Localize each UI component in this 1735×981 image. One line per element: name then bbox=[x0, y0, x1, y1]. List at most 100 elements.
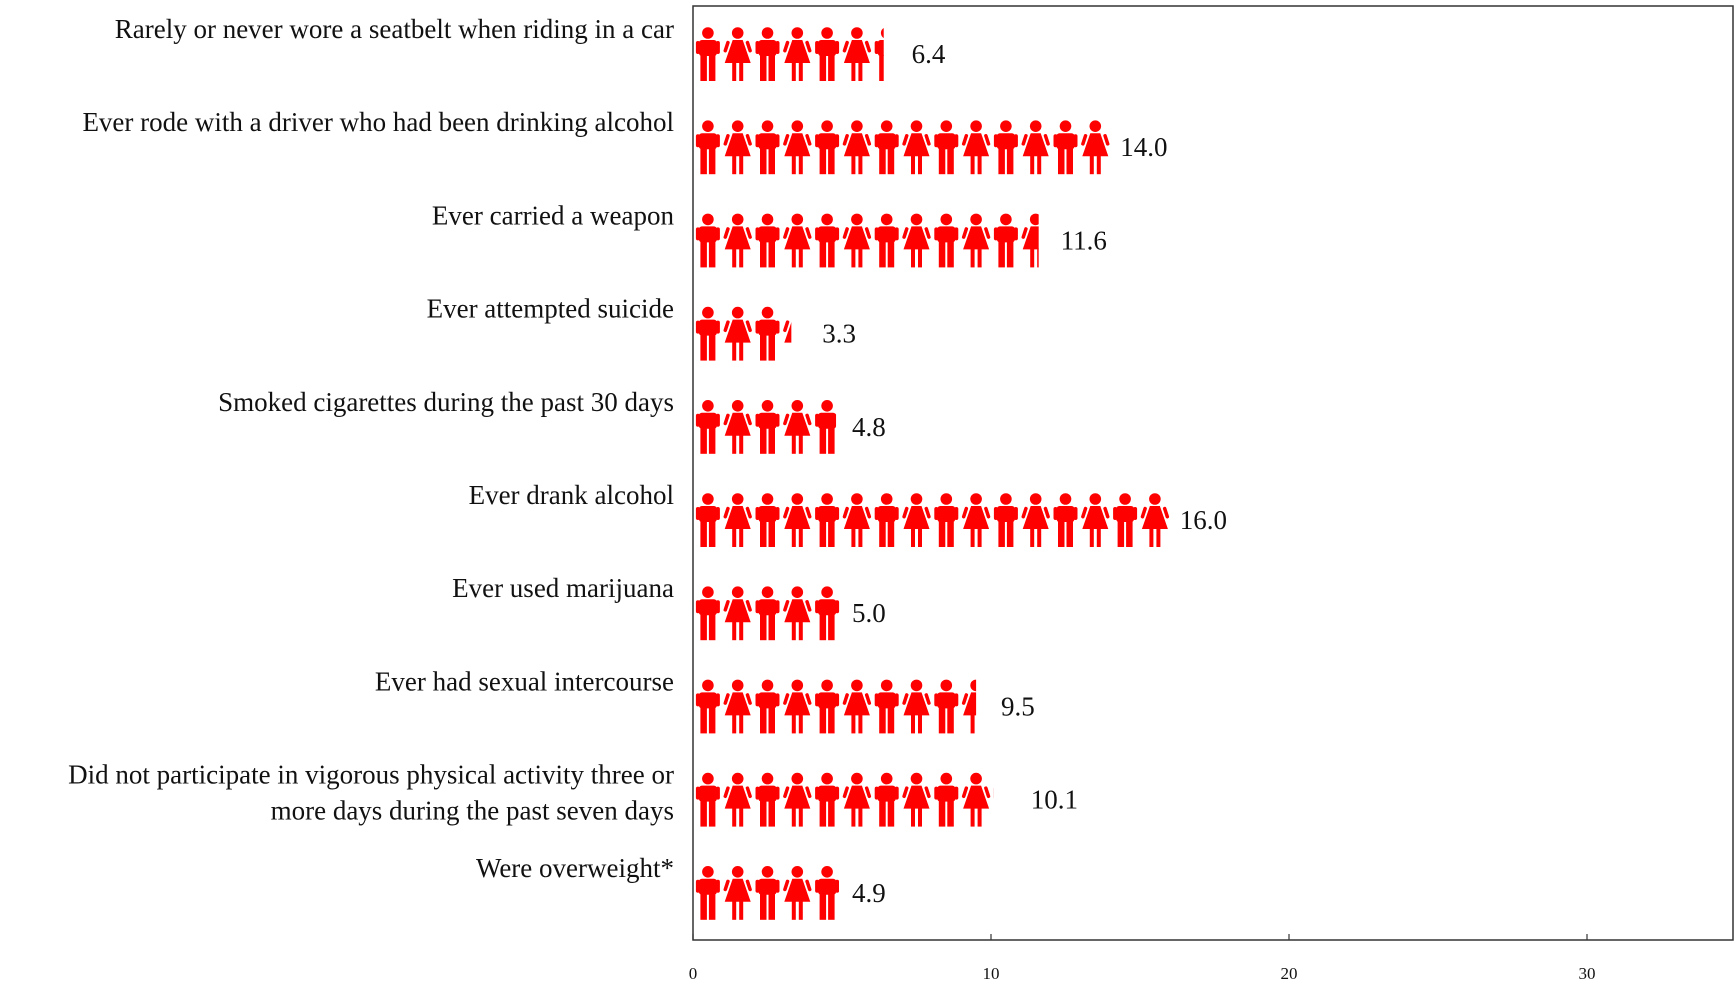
value-label: 3.3 bbox=[822, 319, 856, 349]
male-person-icon bbox=[815, 586, 840, 641]
value-label: 9.5 bbox=[1001, 691, 1035, 721]
male-person-icon bbox=[755, 306, 780, 361]
male-person-icon bbox=[815, 213, 840, 268]
male-person-icon bbox=[755, 772, 780, 827]
value-label: 4.9 bbox=[852, 878, 886, 908]
pictogram-bar bbox=[695, 306, 792, 361]
female-person-icon bbox=[842, 679, 872, 734]
category-label: Ever carried a weapon bbox=[432, 200, 675, 230]
female-person-icon bbox=[842, 27, 872, 81]
x-tick-label: 10 bbox=[983, 964, 1000, 981]
male-person-icon bbox=[874, 213, 899, 268]
category-label: Ever attempted suicide bbox=[427, 294, 674, 324]
male-person-icon bbox=[1053, 493, 1078, 547]
male-person-icon bbox=[815, 866, 840, 920]
category-label: Smoked cigarettes during the past 30 day… bbox=[218, 387, 674, 417]
male-person-icon bbox=[934, 679, 959, 734]
female-person-icon bbox=[901, 679, 932, 734]
female-person-icon bbox=[1080, 493, 1110, 547]
male-person-icon bbox=[993, 120, 1018, 175]
category-label: Ever drank alcohol bbox=[469, 480, 674, 510]
female-person-icon bbox=[723, 400, 753, 454]
male-person-icon bbox=[993, 493, 1018, 547]
male-person-icon bbox=[874, 772, 899, 827]
female-person-icon bbox=[1080, 120, 1110, 175]
male-person-icon bbox=[874, 27, 884, 81]
female-person-icon bbox=[723, 120, 753, 175]
pictogram-bar bbox=[695, 400, 837, 454]
female-person-icon bbox=[782, 772, 812, 827]
female-person-icon bbox=[901, 772, 932, 827]
female-person-icon bbox=[723, 866, 753, 920]
value-label: 6.4 bbox=[912, 39, 946, 69]
male-person-icon bbox=[755, 213, 780, 268]
female-person-icon bbox=[961, 493, 991, 547]
pictogram-bar bbox=[695, 493, 1170, 547]
category-label: Were overweight* bbox=[476, 853, 674, 883]
male-person-icon bbox=[815, 493, 840, 547]
male-person-icon bbox=[934, 213, 959, 268]
male-person-icon bbox=[755, 586, 780, 641]
male-person-icon bbox=[755, 400, 780, 454]
female-person-icon bbox=[901, 120, 932, 175]
pictogram-bar bbox=[695, 27, 884, 81]
category-label: Did not participate in vigorous physical… bbox=[68, 760, 674, 826]
female-person-icon bbox=[782, 866, 812, 920]
male-person-icon bbox=[874, 679, 899, 734]
male-person-icon bbox=[755, 27, 780, 81]
male-person-icon bbox=[695, 772, 720, 827]
value-label: 4.8 bbox=[852, 412, 886, 442]
pictogram-bar bbox=[695, 586, 840, 641]
female-person-icon bbox=[723, 493, 753, 547]
category-label-line: more days during the past seven days bbox=[271, 796, 674, 826]
female-person-icon bbox=[782, 586, 812, 641]
female-person-icon bbox=[782, 400, 812, 454]
pictogram-bar bbox=[695, 120, 1110, 175]
female-person-icon bbox=[961, 213, 991, 268]
male-person-icon bbox=[934, 772, 959, 827]
female-person-icon bbox=[842, 772, 872, 827]
pictogram-bar bbox=[695, 213, 1039, 268]
male-person-icon bbox=[934, 120, 959, 175]
category-label: Ever had sexual intercourse bbox=[375, 666, 674, 696]
female-person-icon bbox=[901, 493, 932, 547]
female-person-icon bbox=[842, 120, 872, 175]
x-tick-label: 20 bbox=[1281, 964, 1298, 981]
female-person-icon bbox=[723, 27, 753, 81]
value-label: 11.6 bbox=[1061, 225, 1107, 255]
female-person-icon bbox=[723, 679, 753, 734]
female-person-icon bbox=[961, 772, 991, 827]
male-person-icon bbox=[695, 493, 720, 547]
male-person-icon bbox=[815, 120, 840, 175]
category-label: Rarely or never wore a seatbelt when rid… bbox=[115, 14, 674, 44]
female-person-icon bbox=[782, 120, 812, 175]
male-person-icon bbox=[695, 866, 720, 920]
female-person-icon bbox=[842, 213, 872, 268]
female-person-icon bbox=[723, 586, 753, 641]
value-label: 10.1 bbox=[1031, 785, 1078, 815]
male-person-icon bbox=[874, 493, 899, 547]
male-person-icon bbox=[695, 400, 720, 454]
male-person-icon bbox=[1053, 120, 1078, 175]
x-tick-label: 0 bbox=[689, 964, 698, 981]
female-person-icon bbox=[782, 306, 792, 361]
male-person-icon bbox=[695, 120, 720, 175]
female-person-icon bbox=[1021, 493, 1051, 547]
male-person-icon bbox=[755, 120, 780, 175]
x-axis: 0 10 20 30 bbox=[689, 934, 1596, 981]
female-person-icon bbox=[961, 120, 991, 175]
male-person-icon bbox=[755, 493, 780, 547]
female-person-icon bbox=[842, 493, 872, 547]
pictogram-bar bbox=[695, 679, 977, 734]
female-person-icon bbox=[782, 493, 812, 547]
female-person-icon bbox=[723, 213, 753, 268]
x-tick-label: 30 bbox=[1579, 964, 1596, 981]
male-person-icon bbox=[815, 772, 840, 827]
male-person-icon bbox=[695, 213, 720, 268]
male-person-icon bbox=[815, 27, 840, 81]
value-label: 14.0 bbox=[1120, 132, 1167, 162]
male-person-icon bbox=[755, 866, 780, 920]
male-person-icon bbox=[815, 679, 840, 734]
male-person-icon bbox=[993, 213, 1018, 268]
